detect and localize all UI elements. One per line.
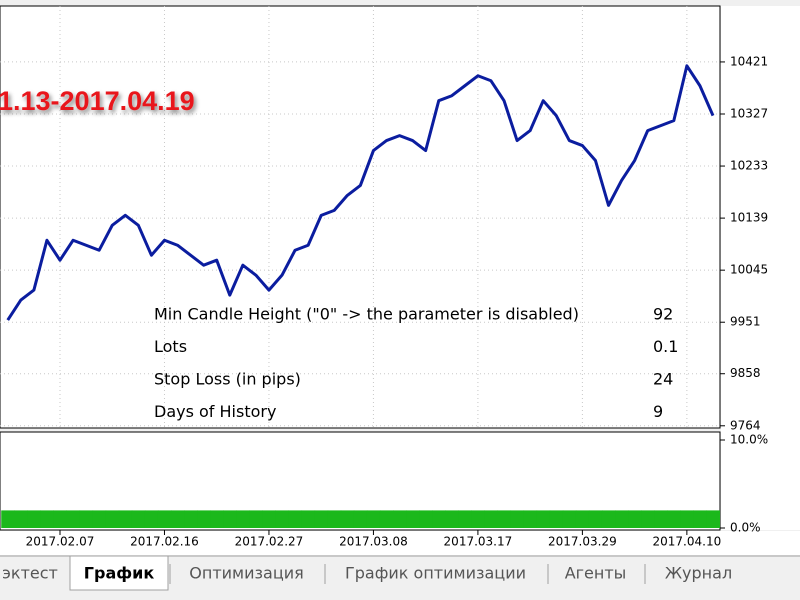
percent-bar (693, 510, 707, 528)
param-value: 0.1 (653, 337, 678, 356)
y-tick-label: 10421 (730, 54, 768, 68)
y-tick-label: 9951 (730, 315, 761, 329)
percent-bar (549, 510, 564, 528)
percent-bar (236, 510, 250, 528)
percent-bar (210, 510, 224, 528)
percent-bar (484, 510, 498, 528)
x-tick-label: 2017.02.27 (235, 535, 304, 549)
axis-area (721, 6, 800, 530)
x-tick-label: 2017.03.08 (339, 535, 408, 549)
percent-bar (27, 510, 41, 528)
percent-bar (575, 510, 590, 528)
price-panel (0, 5, 721, 429)
tab-bar: эктест График Оптимизация График оптимизаци… (2, 555, 732, 591)
y-tick-label: 9858 (730, 366, 761, 380)
x-tick-label: 2017.02.16 (130, 535, 199, 549)
percent-bar (523, 510, 538, 528)
percent-bar (184, 510, 198, 528)
percent-bar (458, 510, 472, 528)
percent-bar (118, 510, 133, 528)
percent-bar (131, 510, 146, 528)
percent-bar (1, 510, 15, 528)
y-tick-label: 10139 (730, 211, 768, 225)
tab[interactable]: График оптимизации (345, 564, 526, 583)
param-name: Days of History (154, 402, 276, 421)
x-tick-label: 2017.03.29 (548, 535, 617, 549)
tab[interactable]: эктест (2, 564, 58, 583)
y-tick-label: 10327 (730, 106, 768, 120)
percent-bar (340, 510, 355, 528)
tab[interactable]: Оптимизация (189, 564, 303, 583)
y-tick-label: 9764 (730, 418, 761, 432)
percent-bar (536, 510, 551, 528)
parameter-table: Min Candle Height ("0" -> the parameter … (154, 305, 678, 422)
percent-bar (157, 510, 172, 528)
percent-bar (510, 510, 525, 528)
percent-bar (379, 510, 394, 528)
x-tick-label: 2017.03.17 (444, 535, 513, 549)
percent-bar (628, 510, 642, 528)
percent-bar (432, 510, 446, 528)
param-name: Min Candle Height ("0" -> the parameter … (154, 305, 579, 324)
percent-bar (223, 510, 237, 528)
percent-bar (66, 510, 81, 528)
percent-bar (419, 510, 433, 528)
percent-bar (353, 510, 368, 528)
y-tick-label: 0.0% (730, 521, 761, 535)
percent-bar (393, 510, 407, 528)
percent-bar (588, 510, 603, 528)
percent-bar (366, 510, 381, 528)
tab[interactable]: Агенты (565, 564, 627, 583)
percent-bar (654, 510, 668, 528)
x-tick-label: 2017.02.07 (26, 535, 95, 549)
param-name: Stop Loss (in pips) (154, 370, 301, 389)
param-value: 92 (653, 305, 673, 324)
percent-bar (262, 510, 276, 528)
tab[interactable]: График (84, 564, 155, 583)
percent-bar (706, 510, 721, 528)
percent-bar (680, 510, 694, 528)
percent-bar (288, 510, 303, 528)
percent-bar (79, 510, 94, 528)
param-value: 9 (653, 402, 663, 421)
percent-bar (667, 510, 681, 528)
percent-bar (105, 510, 120, 528)
chart-layer: 10421 10327 10233 10139 10045 9951 9858 9764 201… (0, 6, 768, 549)
param-value: 24 (653, 370, 673, 389)
percent-bar (406, 510, 420, 528)
y-tick-label: 10.0% (730, 433, 768, 447)
percent-bar (171, 510, 185, 528)
percent-bar (615, 510, 629, 528)
percent-bar (497, 510, 512, 528)
period-label: 1.13-2017.04.19 (0, 86, 195, 116)
percent-bar (445, 510, 459, 528)
percent-bar (53, 510, 68, 528)
param-name: Lots (154, 337, 187, 356)
y-tick-label: 10233 (730, 159, 768, 173)
percent-bar (562, 510, 577, 528)
percent-bar (301, 510, 316, 528)
percent-bar (327, 510, 342, 528)
x-tick-label: 2017.04.10 (653, 535, 722, 549)
tab[interactable]: Журнал (665, 564, 732, 583)
percent-bar (471, 510, 485, 528)
percent-bar (40, 510, 54, 528)
percent-bar (641, 510, 655, 528)
percent-bar (275, 510, 290, 528)
percent-bar (144, 510, 159, 528)
percent-bar (249, 510, 263, 528)
percent-bar (92, 510, 107, 528)
date-area (0, 531, 800, 555)
y-tick-label: 10045 (730, 263, 768, 277)
tab-active-bg (69, 555, 169, 591)
percent-bar (197, 510, 211, 528)
percent-bar (314, 510, 329, 528)
percent-bar (601, 510, 616, 528)
percent-bar (14, 510, 28, 528)
price-line (6, 64, 715, 321)
